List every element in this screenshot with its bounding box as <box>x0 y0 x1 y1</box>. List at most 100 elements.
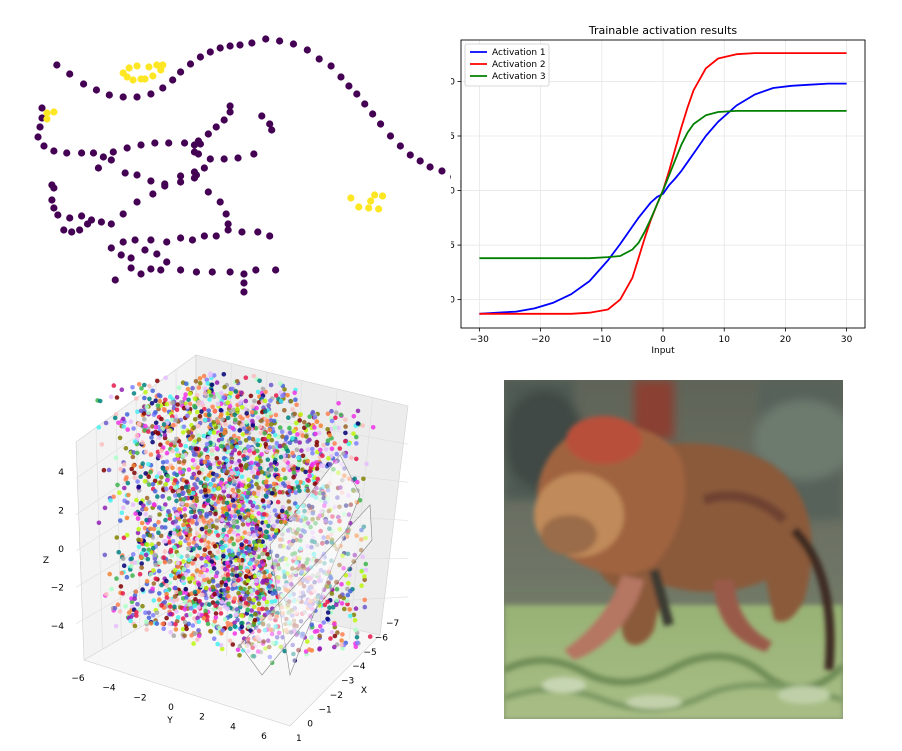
point-3d <box>218 443 224 449</box>
lion <box>534 416 835 671</box>
point-3d <box>246 518 251 523</box>
point-3d <box>256 571 262 577</box>
point-3d <box>336 425 341 431</box>
point-3d <box>253 410 258 415</box>
x-tick-label: 0 <box>307 720 313 730</box>
point-3d <box>208 482 214 487</box>
point-3d <box>239 405 245 410</box>
point-3d <box>164 401 170 407</box>
cluster-point-purple <box>117 251 125 259</box>
point-3d <box>209 382 215 388</box>
point-3d <box>272 508 278 513</box>
point-3d <box>152 478 158 484</box>
point-3d <box>360 423 366 428</box>
point-3d <box>257 637 262 642</box>
point-3d <box>261 596 267 601</box>
point-3d <box>250 436 256 442</box>
point-3d <box>314 466 320 471</box>
point-3d <box>190 561 195 566</box>
point-3d <box>265 638 271 643</box>
point-3d <box>297 488 302 494</box>
point-3d <box>207 412 212 418</box>
point-3d <box>202 487 208 493</box>
point-3d <box>282 458 288 463</box>
point-3d <box>190 503 196 509</box>
point-3d <box>205 555 211 561</box>
point-3d <box>190 623 196 628</box>
cluster-point-yellow <box>378 192 387 200</box>
point-3d <box>244 568 250 574</box>
point-3d <box>174 447 179 452</box>
point-3d <box>320 463 326 469</box>
point-3d <box>139 551 145 556</box>
point-3d <box>180 501 185 506</box>
cluster-point-purple <box>40 142 48 150</box>
point-3d <box>251 532 257 538</box>
point-3d <box>131 391 137 396</box>
point-3d <box>121 424 127 429</box>
point-3d <box>215 583 220 588</box>
point-3d <box>128 563 134 569</box>
point-3d <box>173 589 179 595</box>
point-3d <box>172 594 178 599</box>
legend-entry: Activation 3 <box>492 72 546 82</box>
point-3d <box>173 627 179 632</box>
point-3d <box>239 495 244 501</box>
point-3d <box>330 604 336 610</box>
point-3d <box>152 523 158 528</box>
point-3d <box>211 606 217 612</box>
cluster-point-purple <box>165 139 173 147</box>
point-3d <box>238 463 244 468</box>
point-3d <box>137 607 142 612</box>
point-3d <box>145 556 151 562</box>
point-3d <box>219 540 224 545</box>
point-3d <box>206 417 211 423</box>
point-3d <box>266 623 271 628</box>
point-3d <box>180 453 185 459</box>
point-3d <box>175 453 180 458</box>
point-3d <box>234 379 240 384</box>
lion-photo <box>504 380 843 719</box>
point-3d <box>239 482 245 488</box>
point-3d <box>273 528 279 533</box>
point-3d <box>125 500 130 505</box>
point-3d <box>243 398 249 404</box>
point-3d <box>343 573 349 578</box>
y-tick-label: −6 <box>71 674 85 684</box>
point-3d <box>132 623 138 629</box>
point-3d <box>119 387 125 392</box>
point-3d <box>314 419 320 424</box>
point-3d <box>327 433 333 438</box>
point-3d <box>96 425 102 430</box>
cluster-point-yellow <box>367 197 375 205</box>
point-3d <box>219 427 225 432</box>
point-3d <box>226 548 232 553</box>
point-3d <box>192 462 197 468</box>
point-3d <box>235 578 241 583</box>
cluster-point-purple <box>276 37 284 45</box>
point-3d <box>268 398 273 403</box>
point-3d <box>121 563 127 568</box>
point-3d <box>162 599 168 605</box>
point-3d <box>131 450 136 455</box>
point-3d <box>339 638 344 643</box>
point-3d <box>256 400 262 405</box>
point-3d <box>278 381 283 386</box>
x-tick-label: −2 <box>330 691 343 701</box>
point-3d <box>162 408 167 413</box>
point-3d <box>347 572 352 578</box>
cluster-point-purple <box>222 210 230 218</box>
point-3d <box>281 467 286 473</box>
cluster-point-purple <box>396 142 404 150</box>
point-3d <box>170 488 176 494</box>
cluster-point-purple <box>119 238 127 246</box>
cluster-point-purple <box>236 41 244 49</box>
point-3d <box>166 559 172 565</box>
point-3d <box>196 470 202 475</box>
cluster-point-purple <box>141 246 149 254</box>
point-3d <box>239 548 245 554</box>
point-3d <box>195 477 200 482</box>
point-3d <box>130 385 135 390</box>
point-3d <box>276 434 282 440</box>
cluster-point-purple <box>50 204 58 212</box>
